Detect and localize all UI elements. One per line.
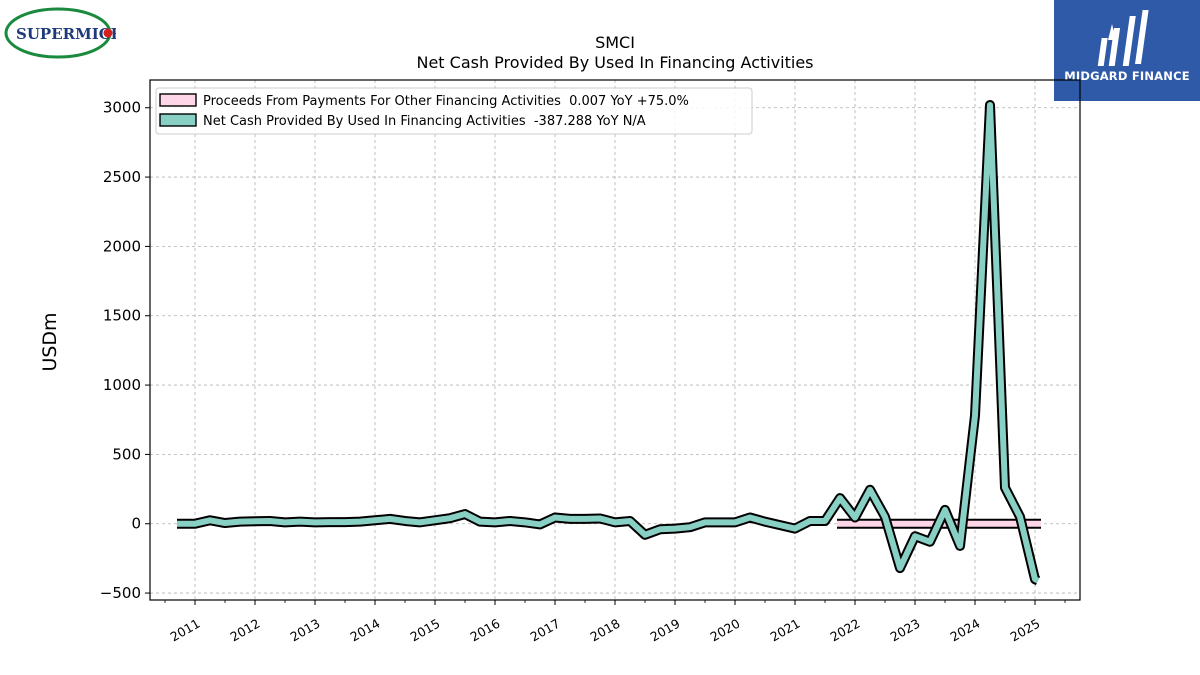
- x-tick-label: 2018: [587, 616, 622, 645]
- y-tick-label: 500: [112, 445, 141, 463]
- x-tick-label: 2013: [287, 616, 322, 645]
- axis-ticks: −500 0 500 1000 1500 2000 2500 3000 2011 2012 2013…: [100, 99, 1066, 645]
- legend-swatch: [159, 93, 197, 107]
- midgard-finance-logo: MIDGARD FINANCE: [1054, 0, 1200, 101]
- logo-dot: [103, 28, 113, 38]
- x-tick-label: 2017: [527, 616, 562, 645]
- x-tick-label: 2012: [227, 616, 262, 645]
- x-tick-label: 2014: [347, 616, 382, 645]
- y-tick-label: −500: [100, 584, 141, 602]
- midgard-emblem-icon: [1097, 10, 1149, 66]
- chart-subtitle: Net Cash Provided By Used In Financing A…: [416, 53, 814, 72]
- logo-text: SUPERMICR: [16, 25, 116, 43]
- x-tick-label: 2023: [887, 616, 922, 645]
- y-tick-label: 3000: [103, 99, 141, 117]
- legend-label: Net Cash Provided By Used In Financing A…: [203, 114, 646, 129]
- x-tick-label: 2011: [167, 616, 202, 645]
- legend-swatch: [159, 113, 197, 127]
- x-tick-label: 2022: [827, 616, 862, 645]
- legend: Proceeds From Payments For Other Financi…: [155, 87, 753, 135]
- midgard-brand-text: MIDGARD FINANCE: [1064, 69, 1190, 83]
- x-tick-label: 2024: [947, 616, 982, 645]
- y-tick-label: 2000: [103, 237, 141, 255]
- series-layer: [177, 99, 1041, 586]
- y-tick-label: 2500: [103, 168, 141, 186]
- y-tick-label: 1000: [103, 376, 141, 394]
- x-tick-label: 2016: [467, 616, 502, 645]
- net-cash-series-line: [177, 101, 1040, 584]
- x-tick-label: 2015: [407, 616, 442, 645]
- chart-title: SMCI: [595, 33, 635, 52]
- x-tick-label: 2021: [767, 616, 802, 645]
- x-tick-label: 2019: [647, 616, 682, 645]
- x-tick-label: 2020: [707, 616, 742, 645]
- y-tick-label: 1500: [103, 307, 141, 325]
- x-tick-label: 2025: [1007, 616, 1042, 645]
- legend-box: [155, 87, 753, 135]
- y-tick-label: 0: [131, 515, 141, 533]
- legend-label: Proceeds From Payments For Other Financi…: [203, 94, 689, 109]
- grid-lines: [150, 80, 1080, 600]
- supermicro-logo: SUPERMICR: [4, 7, 116, 59]
- net-cash-series-outline: [177, 99, 1041, 586]
